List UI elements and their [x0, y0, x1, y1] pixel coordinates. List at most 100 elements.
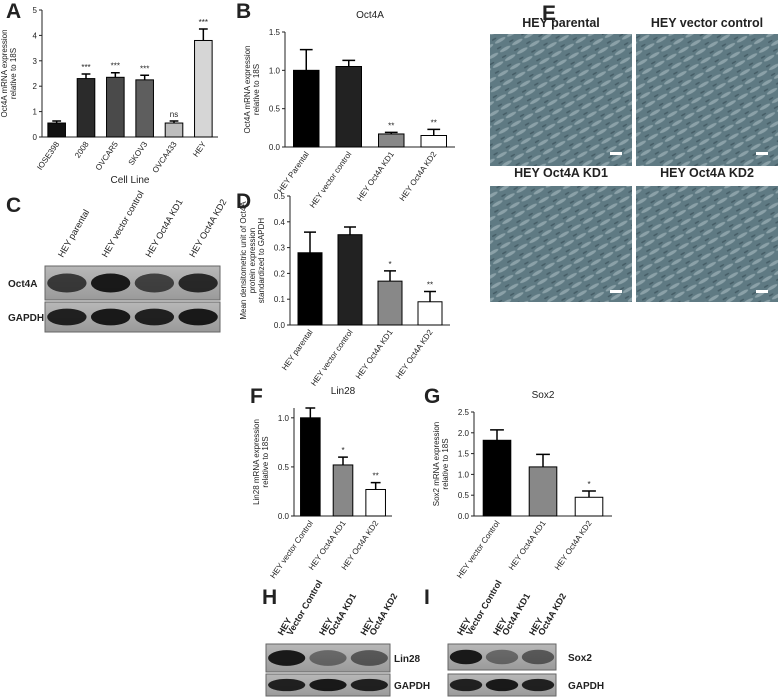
- blot-band: [134, 273, 175, 293]
- y-tick-label: 4: [33, 31, 38, 40]
- significance-label: ***: [111, 62, 120, 71]
- y-tick-label: 0.1: [274, 295, 286, 304]
- bar: [135, 79, 154, 138]
- y-tick-label: 0.0: [269, 143, 281, 152]
- x-tick-label: OVCA433: [151, 140, 179, 175]
- x-tick-label: SKOV3: [127, 140, 150, 167]
- image-label: HEY Oct4A KD1: [514, 166, 608, 180]
- y-axis-label: Oct4A mRNA expression: [243, 45, 252, 133]
- bar: [106, 76, 125, 138]
- y-tick-label: 1.0: [278, 414, 290, 423]
- micrograph: [490, 34, 632, 166]
- significance-label: **: [388, 121, 394, 130]
- x-tick-label: HEY: [191, 139, 208, 158]
- x-tick-label: HEY Oct4A KD2: [394, 328, 435, 381]
- blot-band: [90, 273, 131, 293]
- chart-title: Sox2: [532, 390, 555, 401]
- y-tick-label: 0.5: [278, 463, 290, 472]
- y-axis-label: relative to 18S: [9, 48, 18, 99]
- bar: [332, 464, 354, 517]
- x-tick-label: HEY Oct4A KD1: [507, 519, 548, 572]
- error-bar: [490, 429, 504, 441]
- error-bar: [370, 481, 381, 490]
- bar: [335, 66, 362, 148]
- y-tick-label: 1: [33, 108, 38, 117]
- significance-label: ns: [170, 110, 178, 119]
- blot-band: [178, 308, 218, 326]
- x-tick-label: OVCAR5: [94, 140, 121, 173]
- y-axis-label: Mean densitometric unit of Oct4A: [239, 201, 248, 320]
- panel-letter: B: [236, 0, 251, 23]
- bar: [293, 69, 320, 148]
- blot-band: [268, 678, 306, 692]
- blot-band: [485, 649, 519, 665]
- error-bar: [582, 490, 596, 498]
- error-bar: [52, 120, 62, 124]
- panel-letter: E: [542, 2, 556, 25]
- bar: [528, 466, 558, 517]
- image-label: HEY parental: [522, 16, 600, 30]
- error-bar: [305, 407, 316, 418]
- y-tick-label: 0.0: [274, 321, 286, 330]
- row-label: Lin28: [394, 654, 421, 665]
- bar: [337, 234, 363, 326]
- y-tick-label: 5: [33, 6, 38, 15]
- y-axis-label: Oct4A mRNA expression: [0, 29, 9, 117]
- bar: [300, 417, 321, 517]
- lane-label: Oct4A KD2: [367, 592, 399, 637]
- error-bar: [338, 456, 348, 465]
- x-tick-label: HEY Oct4A KD2: [398, 150, 439, 203]
- blot-band: [47, 308, 87, 326]
- bar: [365, 488, 386, 517]
- bar: [194, 39, 213, 138]
- error-bar: [299, 48, 313, 71]
- significance-label: **: [427, 280, 433, 289]
- x-tick-label: HEY Parental: [276, 150, 311, 195]
- y-axis-label: relative to 18S: [441, 438, 450, 489]
- y-tick-label: 2.0: [458, 429, 470, 438]
- bar: [297, 252, 323, 326]
- panel-letter: H: [262, 586, 277, 609]
- panel-letter: C: [6, 194, 21, 217]
- error-bar: [169, 120, 179, 124]
- x-tick-label: HEY vector Control: [268, 519, 315, 580]
- bar: [574, 496, 604, 517]
- panel-letter: G: [424, 385, 440, 408]
- micrograph: [490, 186, 632, 302]
- error-bar: [536, 453, 550, 467]
- x-axis-label: Cell Line: [111, 175, 150, 186]
- y-tick-label: 0: [33, 133, 38, 142]
- x-tick-label: HEY Oct4A KD1: [355, 150, 396, 203]
- error-bar: [198, 28, 208, 41]
- bar: [482, 439, 512, 517]
- blot-band: [521, 678, 555, 692]
- panel-letter: I: [424, 586, 430, 609]
- bar: [47, 122, 66, 138]
- y-tick-label: 0.3: [274, 244, 286, 253]
- x-tick-label: HEY Oct4A KD2: [553, 519, 594, 572]
- error-bar: [342, 59, 356, 67]
- significance-label: **: [431, 118, 437, 127]
- y-tick-label: 0.5: [458, 491, 470, 500]
- x-tick-label: HEY vector Control: [455, 519, 502, 580]
- error-bar: [304, 231, 316, 253]
- error-bar: [110, 71, 120, 78]
- y-tick-label: 0.0: [278, 512, 290, 521]
- y-tick-label: 1.0: [458, 470, 470, 479]
- x-tick-label: HEY Oct4A KD1: [354, 328, 395, 381]
- significance-label: ***: [140, 64, 149, 73]
- error-bar: [81, 73, 91, 79]
- micrograph: [636, 186, 778, 302]
- lane-label: HEY vector control: [100, 189, 146, 259]
- y-tick-label: 0.2: [274, 269, 286, 278]
- blot-band: [449, 678, 483, 692]
- row-label: Sox2: [568, 653, 592, 664]
- y-tick-label: 0.0: [458, 512, 470, 521]
- chart-title: Oct4A: [356, 10, 384, 21]
- row-label: GAPDH: [8, 313, 44, 324]
- y-tick-label: 0.4: [274, 218, 286, 227]
- micrograph: [636, 34, 778, 166]
- significance-label: ***: [199, 18, 208, 27]
- y-axis-label: relative to 18S: [252, 64, 261, 115]
- row-label: Oct4A: [8, 279, 37, 290]
